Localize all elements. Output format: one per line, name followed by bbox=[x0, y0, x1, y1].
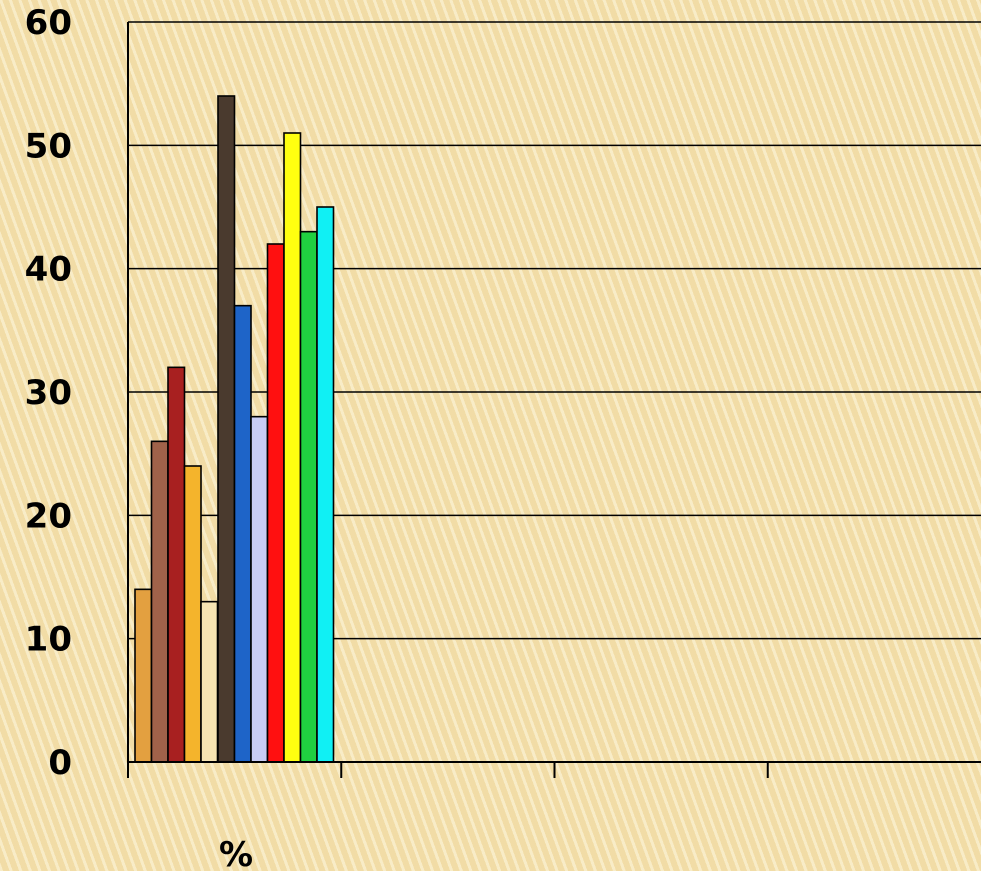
bar bbox=[250, 415, 269, 763]
bar bbox=[217, 95, 236, 763]
bar bbox=[316, 206, 335, 763]
bar bbox=[134, 588, 153, 763]
bar bbox=[150, 440, 169, 763]
y-tick-label: 30 bbox=[25, 373, 72, 413]
bar bbox=[283, 132, 302, 763]
y-tick-label: 10 bbox=[25, 620, 72, 660]
bar bbox=[266, 243, 285, 763]
y-tick-label: 40 bbox=[25, 250, 72, 290]
axes bbox=[127, 22, 981, 778]
bar bbox=[299, 230, 318, 763]
y-tick-label: 0 bbox=[48, 743, 72, 783]
y-tick-labels: 0 10 20 30 40 50 60 bbox=[25, 3, 72, 783]
y-tick-label: 60 bbox=[25, 3, 72, 43]
bar bbox=[183, 465, 202, 763]
y-tick-label: 50 bbox=[25, 126, 72, 166]
x-axis-label: % bbox=[219, 835, 253, 871]
y-tick-label: 20 bbox=[25, 496, 72, 536]
bars bbox=[134, 95, 335, 763]
bar bbox=[167, 366, 186, 763]
bar bbox=[200, 600, 219, 763]
bar bbox=[233, 304, 252, 763]
